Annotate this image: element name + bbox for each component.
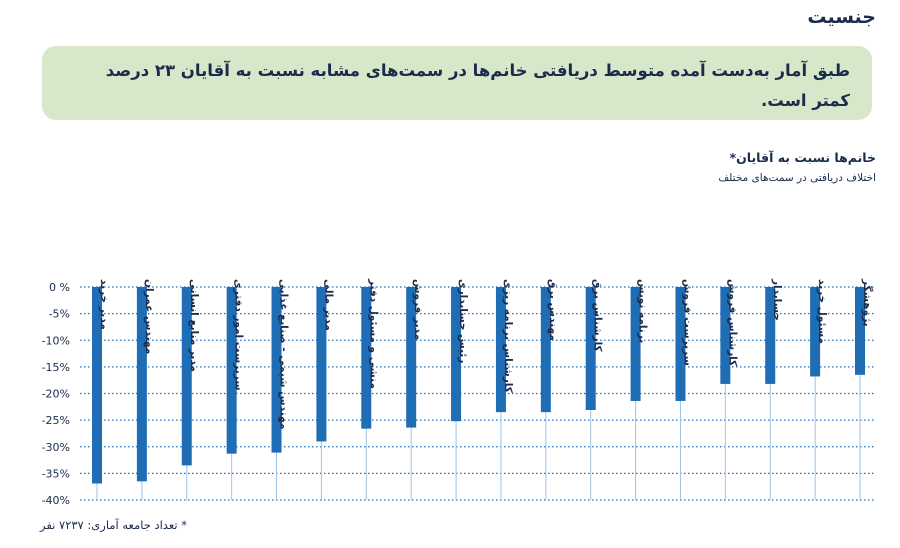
- bar: [406, 287, 417, 428]
- bar: [226, 287, 237, 454]
- y-tick-label: -35%: [42, 467, 70, 480]
- bars: [92, 287, 865, 484]
- bar: [271, 287, 282, 453]
- bar: [92, 287, 102, 484]
- category-label: مهندس برق: [547, 279, 559, 341]
- bar: [720, 287, 731, 384]
- y-tick-label: -40%: [42, 494, 70, 507]
- bar: [675, 287, 686, 401]
- bar: [855, 287, 865, 375]
- category-label: کارشناس برنامه ریزی: [502, 279, 514, 394]
- bar: [136, 287, 147, 482]
- category-label: مهندس شیمی - صنایع غذایی: [278, 279, 290, 429]
- footnote: * تعداد جامعه آماری: ۷۲۳۷ نفر: [40, 518, 187, 532]
- bar: [495, 287, 506, 413]
- bar: [630, 287, 641, 401]
- section-title: جنسیت: [807, 6, 876, 28]
- category-label: سرپرست فروش: [681, 279, 693, 366]
- y-tick-label: -25%: [42, 414, 70, 427]
- category-label: مدیر منابع انسانی: [188, 279, 200, 372]
- bar: [810, 287, 821, 377]
- bar: [451, 287, 462, 422]
- chart-subtitle: اختلاف دریافتی در سمت‌های مختلف: [718, 172, 876, 184]
- chart-title: خانم‌ها نسبت به آقایان*: [729, 150, 876, 165]
- y-tick-label: -30%: [42, 441, 70, 454]
- category-label: کارشناس برق: [592, 279, 604, 353]
- category-label: منشی و مسئول دفتر: [367, 278, 379, 389]
- bar: [316, 287, 327, 442]
- category-label: حسابدار: [771, 278, 783, 321]
- category-label: کارشناس فروش: [726, 279, 738, 367]
- y-tick-label: -20%: [42, 388, 70, 401]
- y-axis-ticks: 0 % -5% -10% -15% -20% -25% -30% -35% -40%: [42, 281, 70, 507]
- category-label: پژوهشگر: [861, 278, 874, 327]
- y-tick-label: -5%: [49, 308, 70, 321]
- category-label: برنامه نویس: [637, 279, 649, 343]
- y-tick-label: -15%: [42, 361, 70, 374]
- bar: [765, 287, 776, 384]
- category-label: مسئول خرید: [816, 279, 828, 344]
- bar: [181, 287, 192, 466]
- category-label: مدیر فروش: [412, 279, 424, 340]
- bar-stems: [96, 287, 861, 500]
- bar: [540, 287, 551, 413]
- bar: [585, 287, 596, 411]
- category-label: مدیر خرید: [98, 279, 110, 330]
- grid-lines: [80, 286, 876, 501]
- highlight-callout: طبق آمار به‌دست آمده متوسط دریافتی خانم‌…: [42, 46, 872, 120]
- category-label: مهندس عمران: [143, 279, 155, 354]
- category-labels: پژوهشگر مسئول خرید حسابدار کارشناس فروش سرپر…: [98, 278, 874, 429]
- bar: [361, 287, 372, 429]
- category-label: سرپرست امور دفتری: [233, 279, 245, 391]
- category-label: رئیس حسابداری: [457, 279, 469, 363]
- y-tick-label: -10%: [42, 334, 70, 347]
- category-label: مدیر مالی: [322, 279, 334, 331]
- y-tick-label: 0 %: [49, 281, 70, 294]
